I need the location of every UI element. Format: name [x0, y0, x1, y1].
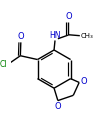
Text: CH₃: CH₃	[80, 33, 93, 39]
Text: Cl: Cl	[0, 60, 7, 69]
Text: O: O	[18, 32, 24, 41]
Text: HN: HN	[49, 30, 60, 39]
Text: O: O	[80, 77, 87, 87]
Text: O: O	[54, 102, 61, 111]
Text: O: O	[65, 12, 72, 21]
